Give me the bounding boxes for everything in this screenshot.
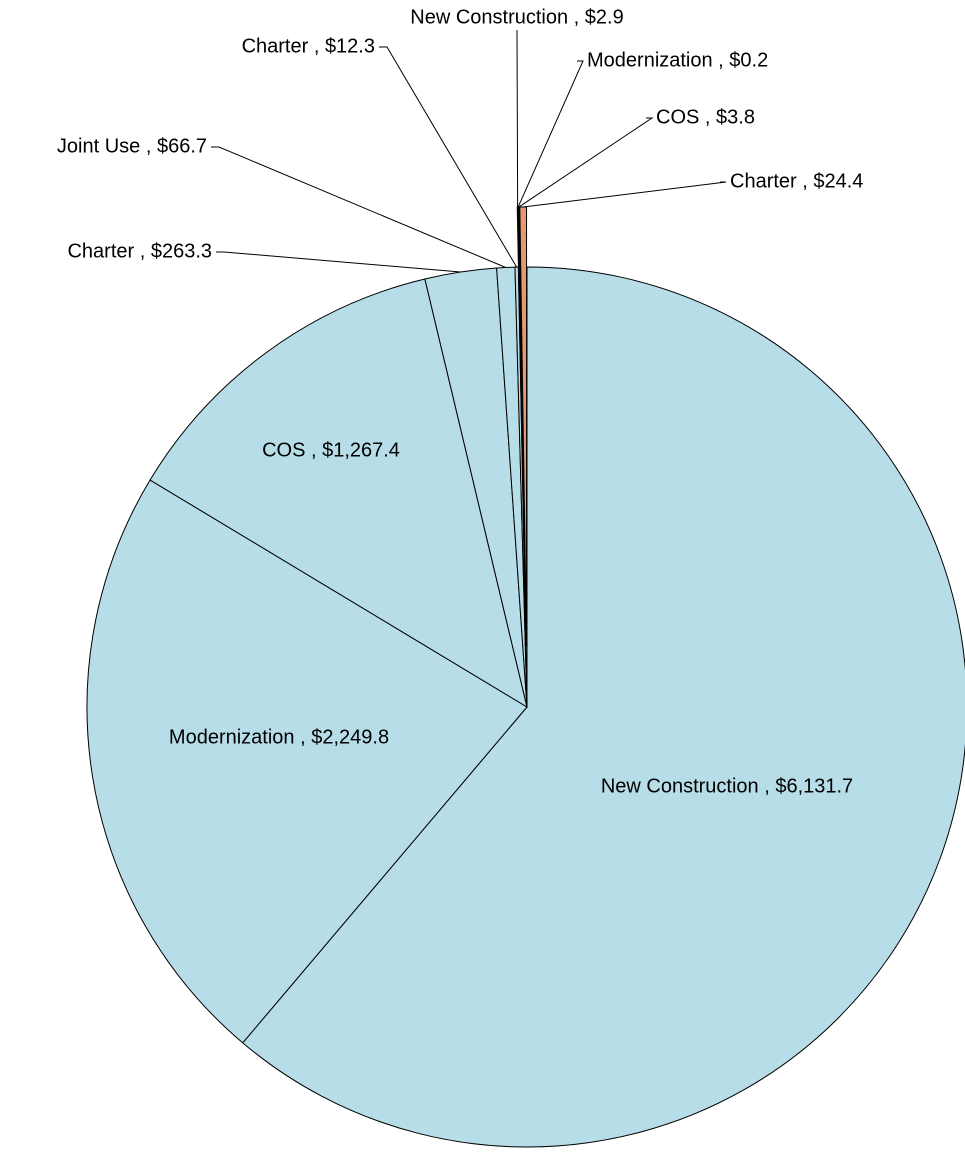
leader-line — [216, 251, 461, 273]
leader-line — [518, 117, 654, 208]
slice-label: Modernization , $0.2 — [587, 49, 768, 71]
slice-label: New Construction , $6,131.7 — [601, 775, 853, 797]
leader-line — [211, 146, 506, 268]
slice-label: New Construction , $2.9 — [410, 6, 623, 28]
pie-slice — [242, 266, 965, 1148]
slice-label: Charter , $263.3 — [67, 240, 212, 262]
leader-line — [523, 181, 727, 208]
pie-slice — [149, 278, 528, 709]
slice-label: Charter , $24.4 — [730, 170, 863, 192]
leader-line — [516, 29, 519, 208]
slice-label: Joint Use , $66.7 — [57, 135, 207, 157]
pie-slice — [86, 479, 528, 1044]
leader-line — [517, 60, 584, 208]
slice-label: COS , $1,267.4 — [262, 439, 400, 461]
leader-line — [379, 46, 518, 268]
slice-label: COS , $3.8 — [656, 106, 755, 128]
slice-label: Charter , $12.3 — [242, 35, 375, 57]
slice-label: Modernization , $2,249.8 — [169, 726, 389, 748]
